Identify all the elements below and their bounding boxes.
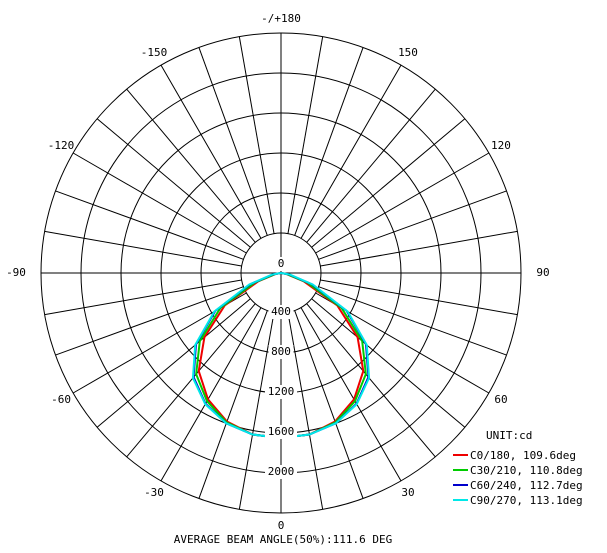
spoke-290 — [55, 286, 244, 356]
legend-label-3: C90/270, 113.1deg — [470, 494, 583, 507]
spoke-40 — [306, 303, 436, 458]
unit-label: UNIT:cd — [486, 429, 532, 442]
spoke-70 — [318, 286, 507, 356]
spoke-240 — [72, 152, 247, 254]
spoke-150 — [300, 64, 402, 239]
spoke-210 — [160, 64, 262, 239]
spoke-330 — [160, 307, 262, 482]
spoke-310 — [96, 298, 251, 428]
angle-label-0: 0 — [278, 519, 285, 532]
angle-label--150: -150 — [141, 46, 168, 59]
spoke-50 — [311, 298, 466, 428]
spoke-190 — [238, 36, 275, 234]
label-layer: 0 400 800 1200 1600 2000 -/+180 150 120 90 60 30 0 -3… — [6, 12, 550, 532]
ring-label-800: 800 — [271, 345, 291, 358]
ring-label-bg-400 — [268, 305, 294, 319]
ring-label-bg-800 — [268, 345, 294, 359]
ring-label-1200: 1200 — [268, 385, 295, 398]
ring-label-bg-1200 — [265, 385, 297, 399]
spoke-140 — [306, 88, 436, 243]
ring-label-2000: 2000 — [268, 465, 295, 478]
spoke-320 — [126, 303, 256, 458]
ring-label-bg-1600 — [265, 425, 297, 439]
ring-label-1600: 1600 — [268, 425, 295, 438]
spoke-200 — [198, 47, 268, 236]
angle-label-30: 30 — [401, 486, 414, 499]
angle-label-180: -/+180 — [261, 12, 301, 25]
spoke-130 — [311, 118, 466, 248]
spoke-220 — [126, 88, 256, 243]
spoke-30 — [300, 307, 402, 482]
spoke-160 — [294, 47, 364, 236]
footer-beam-angle: AVERAGE BEAM ANGLE(50%):111.6 DEG — [174, 533, 393, 546]
spoke-340 — [198, 310, 268, 499]
legend: C0/180, 109.6deg C30/210, 110.8deg C60/240… — [453, 449, 583, 507]
spoke-100 — [320, 230, 518, 267]
spoke-350 — [238, 312, 275, 510]
spoke-120 — [315, 152, 490, 254]
spoke-280 — [44, 279, 242, 316]
ring-label-400: 400 — [271, 305, 291, 318]
angle-label--30: -30 — [144, 486, 164, 499]
spoke-10 — [287, 312, 324, 510]
angle-label--60: -60 — [51, 393, 71, 406]
spoke-230 — [96, 118, 251, 248]
ring-label-bg-2000 — [265, 465, 297, 479]
spoke-20 — [294, 310, 364, 499]
legend-label-0: C0/180, 109.6deg — [470, 449, 576, 462]
spoke-260 — [44, 230, 242, 267]
spoke-250 — [55, 190, 244, 260]
angle-label-120: 120 — [491, 139, 511, 152]
legend-label-2: C60/240, 112.7deg — [470, 479, 583, 492]
legend-label-1: C30/210, 110.8deg — [470, 464, 583, 477]
angle-label-90: 90 — [536, 266, 549, 279]
angle-label-150: 150 — [398, 46, 418, 59]
spoke-80 — [320, 279, 518, 316]
angle-label--120: -120 — [48, 139, 75, 152]
angle-label-60: 60 — [494, 393, 507, 406]
ring-label-0: 0 — [278, 257, 285, 270]
ring-label-bg-0 — [275, 257, 287, 271]
angle-label--90: -90 — [6, 266, 26, 279]
spoke-170 — [287, 36, 324, 234]
spoke-110 — [318, 190, 507, 260]
